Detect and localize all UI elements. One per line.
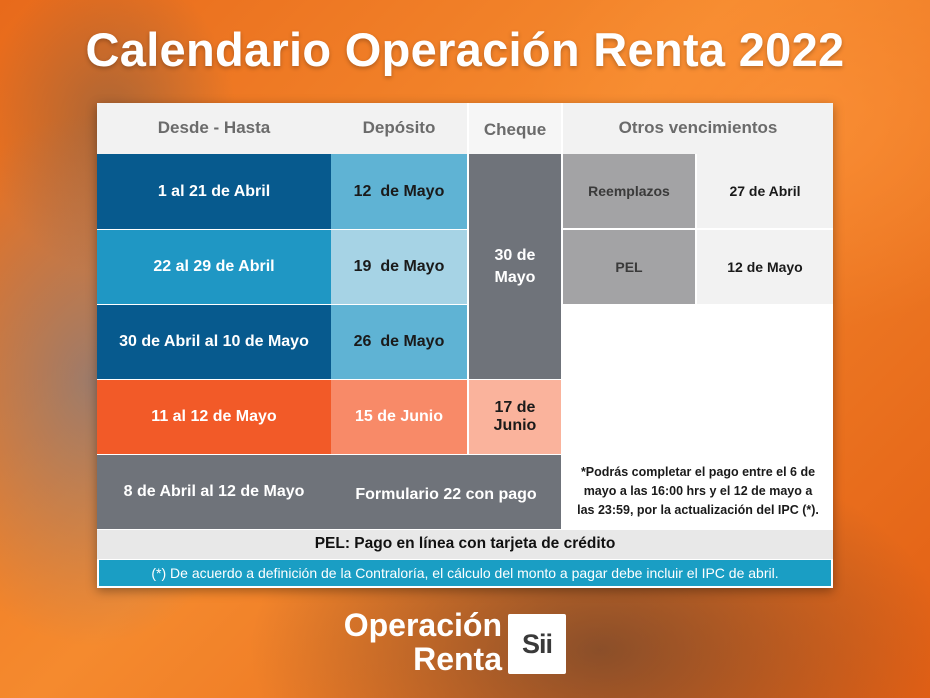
cheque-date-group-1: 30 de Mayo [469,154,561,379]
table-row-range: 8 de Abril al 12 de Mayo [97,454,331,529]
logo-text: Operación Renta [344,608,502,676]
table-row-range: 30 de Abril al 10 de Mayo [97,304,331,379]
header-range: Desde - Hasta [97,103,331,154]
pel-definition: PEL: Pago en línea con tarjeta de crédit… [97,529,833,559]
operacion-renta-logo: Operación Renta Sii [338,608,568,678]
header-other: Otros vencimientos [563,103,833,154]
other-deadline-date: 12 de Mayo [697,230,833,304]
table-row-range: 22 al 29 de Abril [97,229,331,304]
footnote: (*) De acuerdo a definición de la Contra… [99,560,831,586]
header-cheque: Cheque [469,103,561,154]
table-row-range: 1 al 21 de Abril [97,154,331,229]
payment-note: *Podrás completar el pago entre el 6 de … [577,465,819,517]
page-title: Calendario Operación Renta 2022 [85,23,845,76]
other-deadline-label: Reemplazos [563,154,695,228]
calendar-table: Desde - Hasta Depósito Cheque Otros venc… [97,103,833,588]
cheque-date-group-2: 17 de Junio [469,379,561,454]
logo-line-1: Operación [343,607,502,643]
sii-badge: Sii [508,614,566,674]
logo-line-2: Renta [413,641,502,677]
other-deadline-date: 27 de Abril [697,154,833,228]
table-row-deposit: 19 de Mayo [331,229,467,304]
table-row-deposit: 15 de Junio [331,379,467,454]
table-row-range: 11 al 12 de Mayo [97,379,331,454]
other-deadline-label: PEL [563,230,695,304]
header-deposit: Depósito [331,103,467,154]
table-row-deposit: 12 de Mayo [331,154,467,229]
table-row-deposit: Formulario 22 con pago [331,454,561,529]
table-row-deposit: 26 de Mayo [331,304,467,379]
